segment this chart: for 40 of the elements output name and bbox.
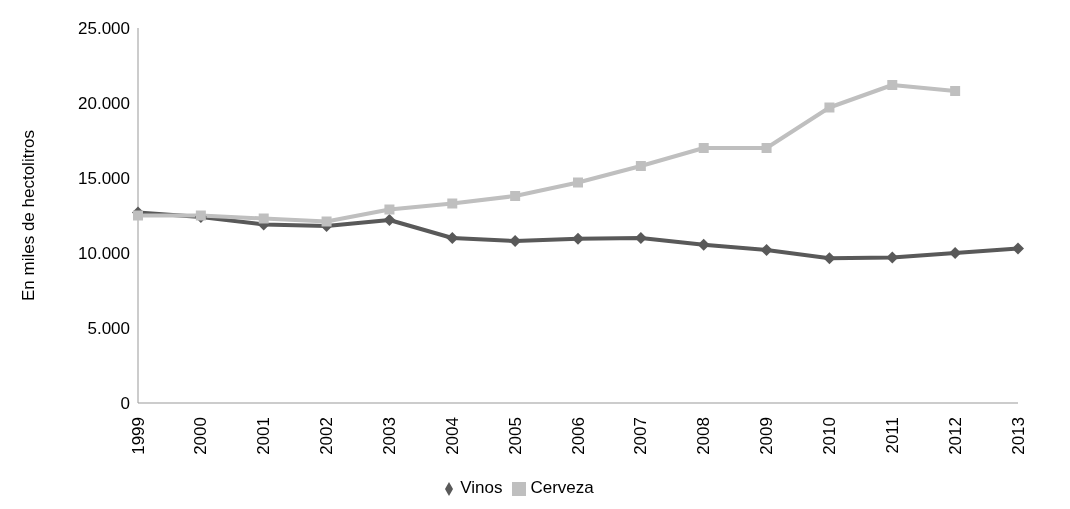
y-axis-title: En miles de hectolitros <box>19 129 39 302</box>
y-tick-label: 25.000 <box>78 19 130 39</box>
point <box>321 216 332 227</box>
x-tick-label: 2007 <box>631 417 651 455</box>
x-tick-label: 2002 <box>317 417 337 455</box>
x-tick-label: 2005 <box>505 417 525 455</box>
y-tick-label: 15.000 <box>78 169 130 189</box>
point <box>510 191 521 201</box>
point <box>1012 242 1024 255</box>
x-tick-label: 2011 <box>882 417 902 454</box>
x-tick-label: 2009 <box>757 417 777 455</box>
x-tick-label: 2013 <box>1008 417 1028 455</box>
legend-label: Cerveza <box>530 478 594 497</box>
point <box>383 214 396 226</box>
x-tick-label: 1999 <box>128 417 148 455</box>
point <box>447 198 458 209</box>
point <box>635 161 646 171</box>
point <box>698 143 709 153</box>
x-tick-label: 2003 <box>379 417 399 455</box>
x-tick-label: 2008 <box>694 417 714 455</box>
point <box>573 177 583 188</box>
point <box>950 86 961 96</box>
y-tick-label: 5.000 <box>87 319 130 339</box>
point <box>258 213 269 224</box>
point <box>760 244 773 256</box>
y-tick-label: 20.000 <box>78 94 130 114</box>
point <box>384 204 395 215</box>
x-tick-label: 2000 <box>191 417 211 455</box>
point <box>887 80 898 90</box>
x-tick-label: 2004 <box>442 417 462 455</box>
x-tick-label: 2012 <box>945 417 965 455</box>
y-tick-label: 10.000 <box>78 244 130 264</box>
y-tick-label: 0 <box>120 394 130 414</box>
point <box>761 143 772 153</box>
point <box>133 210 143 221</box>
x-tick-label: 2010 <box>819 417 839 455</box>
legend-label: Vinos <box>460 478 503 497</box>
x-tick-label: 2001 <box>254 417 274 455</box>
point <box>824 102 835 113</box>
x-tick-label: 2006 <box>568 417 588 455</box>
